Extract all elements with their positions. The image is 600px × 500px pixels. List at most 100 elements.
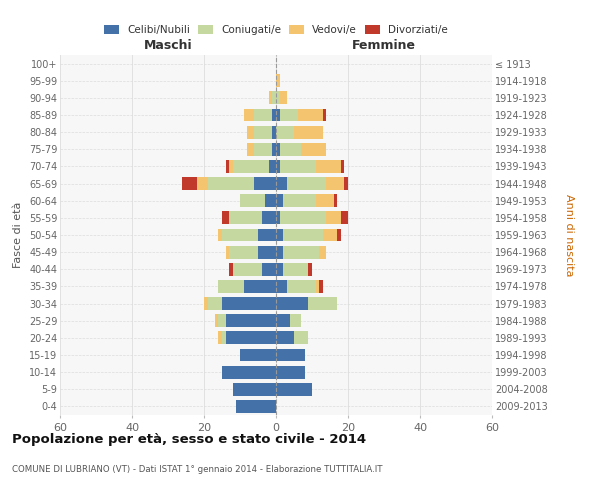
Bar: [276, 108, 280, 122]
Bar: [222, 366, 276, 378]
Bar: [247, 126, 276, 138]
Bar: [262, 212, 276, 224]
Bar: [276, 108, 298, 122]
Bar: [276, 126, 323, 138]
Bar: [276, 383, 312, 396]
Bar: [233, 383, 276, 396]
Bar: [236, 400, 276, 413]
Bar: [236, 400, 276, 413]
Bar: [276, 177, 344, 190]
Bar: [276, 246, 319, 258]
Bar: [258, 228, 276, 241]
Bar: [269, 92, 276, 104]
Bar: [276, 348, 305, 362]
Bar: [276, 366, 305, 378]
Bar: [208, 297, 276, 310]
Bar: [276, 126, 294, 138]
Bar: [222, 228, 276, 241]
Bar: [272, 92, 276, 104]
Bar: [222, 297, 276, 310]
Bar: [233, 383, 276, 396]
Bar: [276, 263, 283, 276]
Bar: [233, 263, 276, 276]
Bar: [276, 366, 305, 378]
Bar: [276, 228, 341, 241]
Bar: [258, 246, 276, 258]
Bar: [254, 177, 276, 190]
Bar: [226, 332, 276, 344]
Bar: [208, 177, 276, 190]
Bar: [276, 348, 305, 362]
Bar: [276, 280, 316, 293]
Bar: [276, 332, 308, 344]
Bar: [272, 126, 276, 138]
Bar: [276, 194, 316, 207]
Bar: [262, 263, 276, 276]
Bar: [254, 126, 276, 138]
Bar: [269, 92, 276, 104]
Bar: [236, 400, 276, 413]
Bar: [276, 332, 308, 344]
Bar: [236, 400, 276, 413]
Bar: [276, 297, 337, 310]
Bar: [276, 108, 323, 122]
Bar: [182, 177, 276, 190]
Bar: [276, 246, 283, 258]
Bar: [222, 332, 276, 344]
Bar: [218, 314, 276, 327]
Bar: [276, 280, 323, 293]
Bar: [240, 348, 276, 362]
Text: Maschi: Maschi: [143, 38, 193, 52]
Bar: [276, 348, 305, 362]
Bar: [276, 92, 280, 104]
Bar: [276, 228, 323, 241]
Bar: [269, 160, 276, 173]
Bar: [229, 160, 276, 173]
Bar: [226, 246, 276, 258]
Bar: [276, 297, 337, 310]
Bar: [276, 297, 308, 310]
Bar: [254, 143, 276, 156]
Bar: [276, 212, 326, 224]
Bar: [218, 332, 276, 344]
Text: Femmine: Femmine: [352, 38, 416, 52]
Bar: [276, 332, 308, 344]
Bar: [222, 212, 276, 224]
Bar: [276, 280, 287, 293]
Bar: [244, 108, 276, 122]
Bar: [233, 383, 276, 396]
Bar: [233, 383, 276, 396]
Bar: [276, 126, 323, 138]
Bar: [276, 314, 301, 327]
Bar: [276, 228, 337, 241]
Bar: [276, 194, 283, 207]
Bar: [247, 126, 276, 138]
Bar: [229, 246, 276, 258]
Y-axis label: Fasce di età: Fasce di età: [13, 202, 23, 268]
Bar: [276, 263, 308, 276]
Bar: [226, 314, 276, 327]
Bar: [240, 194, 276, 207]
Bar: [276, 314, 301, 327]
Bar: [276, 143, 326, 156]
Bar: [276, 246, 326, 258]
Bar: [204, 297, 276, 310]
Bar: [233, 263, 276, 276]
Bar: [222, 366, 276, 378]
Bar: [240, 348, 276, 362]
Bar: [276, 74, 280, 87]
Bar: [276, 332, 294, 344]
Bar: [218, 280, 276, 293]
Bar: [218, 228, 276, 241]
Bar: [276, 212, 341, 224]
Bar: [276, 383, 312, 396]
Bar: [218, 280, 276, 293]
Bar: [276, 143, 326, 156]
Bar: [276, 160, 280, 173]
Bar: [215, 314, 276, 327]
Bar: [276, 143, 301, 156]
Bar: [240, 348, 276, 362]
Bar: [276, 160, 316, 173]
Bar: [218, 332, 276, 344]
Bar: [244, 108, 276, 122]
